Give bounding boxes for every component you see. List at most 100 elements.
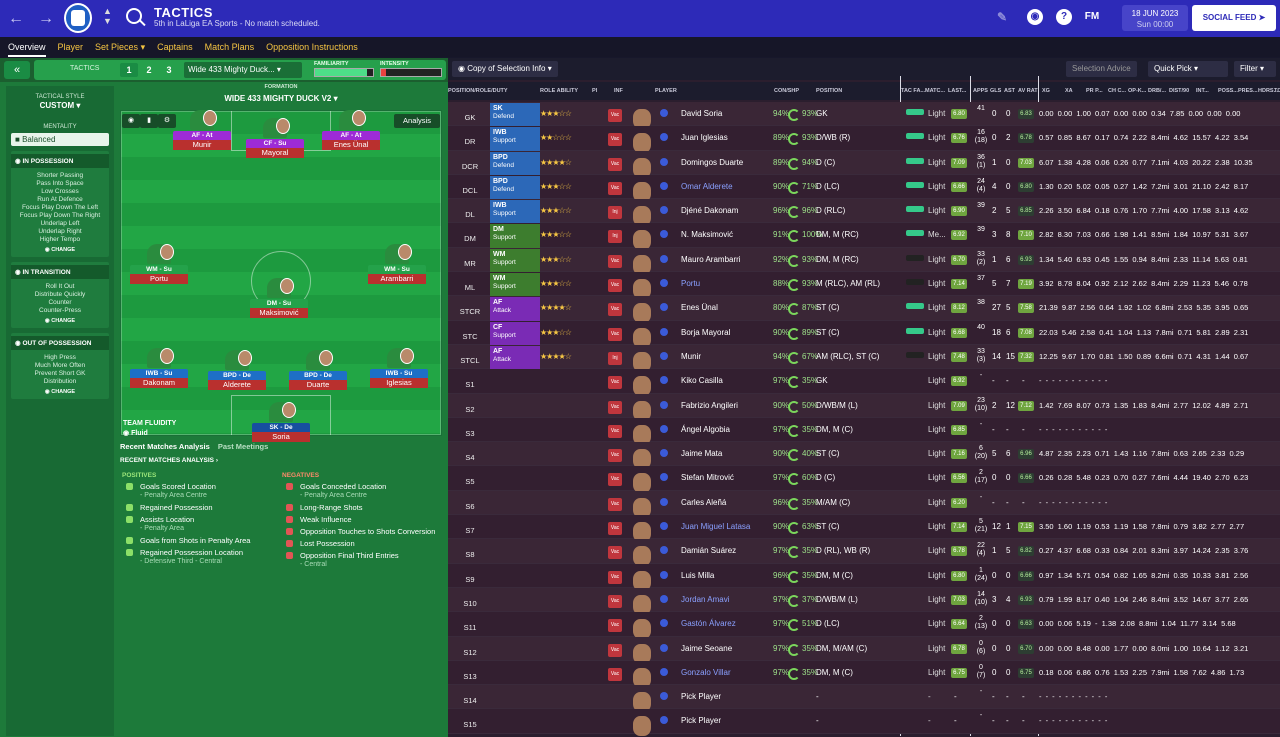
tactic-name-select[interactable]: Wide 433 Mighty Duck... ▾ [184, 62, 302, 78]
tab-match-plans[interactable]: Match Plans [204, 42, 255, 52]
up-down-icon[interactable]: ▲ ▼ [103, 6, 112, 26]
tab-captains[interactable]: Captains [157, 42, 193, 52]
role-select[interactable]: DM Support [490, 224, 540, 249]
table-row[interactable]: S10 Vac Jordan Amavi 97% 37% D/WB/M (L) Light 7… [448, 587, 1280, 615]
player-name[interactable]: Jordan Amavi [681, 594, 730, 604]
table-row[interactable]: STCR AF Attack ★★★★☆ Vac Enes Ünal 80% 87% ST (C… [448, 296, 1280, 324]
column-header[interactable]: CH C... [1108, 88, 1127, 94]
pitch-player-enes-unal[interactable]: AF - At Enes Ünal [322, 110, 380, 150]
table-row[interactable]: DCL BPD Defend ★★★☆☆ Vac Omar Alderete 90% 71% D… [448, 174, 1280, 202]
role-select[interactable]: SK Defend [490, 103, 540, 127]
role-select[interactable]: IWB Support [490, 200, 540, 225]
column-header[interactable]: DRB/... [1148, 88, 1167, 94]
player-name[interactable]: Juan Iglesias [681, 133, 728, 143]
role-select[interactable]: AF Attack [490, 345, 540, 370]
pitch-player-munir[interactable]: AF - At Munir [173, 110, 231, 150]
formation-select[interactable]: WIDE 433 MIGHTY DUCK V2 ▾ [224, 94, 338, 103]
column-header[interactable]: INT... [1196, 88, 1209, 94]
tab-overview[interactable]: Overview [8, 37, 46, 57]
table-row[interactable]: S1 Vac Kiko Casilla 97% 35% GK Light 6.92 - - - - - … [448, 369, 1280, 397]
in-possession-box[interactable]: ◉ IN POSSESSION Shorter Passing Pass Int… [11, 151, 109, 257]
column-header[interactable]: PRES... [1238, 88, 1258, 94]
table-row[interactable]: S6 Vac Carles Aleñá 96% 35% M/AM (C) Light 6.20… [448, 490, 1280, 518]
pitch-player-mayoral[interactable]: CF - Su Mayoral [246, 118, 304, 158]
player-name[interactable]: Borja Mayoral [681, 327, 731, 337]
quick-pick-button[interactable]: Quick Pick ▾ [1148, 61, 1228, 77]
globe-icon[interactable]: ◉ [1027, 9, 1043, 25]
selection-advice-button[interactable]: Selection Advice [1066, 61, 1137, 77]
copy-selection-button[interactable]: ◉ Copy of Selection Info ▾ [452, 61, 558, 77]
table-row[interactable]: S9 Vac Luis Milla 96% 35% DM, M (C) Light 6.80 1… [448, 563, 1280, 591]
table-row[interactable]: GK SK Defend ★★★☆☆ Vac David Soria 94% 93% GK Lig… [448, 102, 1280, 129]
column-header[interactable]: DIST/90 [1169, 88, 1190, 94]
table-row[interactable]: S11 Vac Gastón Álvarez 97% 51% D (LC) Light 6.6… [448, 612, 1280, 640]
column-header[interactable]: POSS... [1218, 88, 1238, 94]
column-header[interactable]: PI [592, 88, 598, 94]
player-name[interactable]: Domingos Duarte [681, 157, 744, 167]
column-header[interactable]: ROLE ABILITY [540, 88, 578, 94]
tab-recent-matches[interactable]: Recent Matches Analysis [120, 442, 210, 451]
tab-opposition-instructions[interactable]: Opposition Instructions [266, 42, 358, 52]
table-row[interactable]: S2 Vac Fabrizio Angileri 90% 50% D/WB/M (L) Li… [448, 393, 1280, 421]
column-header[interactable]: POSITION [816, 88, 843, 94]
table-row[interactable]: S4 Vac Jaime Mata 90% 40% ST (C) Light 7.16 6 (2… [448, 442, 1280, 470]
info-icon[interactable]: ◉ [122, 114, 140, 128]
table-row[interactable]: STC CF Support ★★★☆☆ Vac Borja Mayoral 90% 89% S… [448, 320, 1280, 348]
column-header[interactable]: HDRS... [1258, 88, 1279, 94]
player-name[interactable]: Omar Alderete [681, 181, 733, 191]
pitch-player-dakonam[interactable]: IWB - Su Dakonam [130, 348, 188, 388]
tab-set-pieces[interactable]: Set Pieces ▾ [95, 42, 146, 52]
back-arrow-icon[interactable]: ← [8, 9, 24, 27]
out-possession-box[interactable]: ◉ OUT OF POSSESSION High Press Much More… [11, 333, 109, 399]
change-button[interactable]: ◉ CHANGE [44, 318, 76, 324]
pitch-player-arambarri[interactable]: WM - Su Arambarri [368, 244, 426, 284]
pitch-player-iglesias[interactable]: IWB - Su Iglesias [370, 348, 428, 388]
analysis-button[interactable]: Analysis [394, 114, 440, 128]
column-header[interactable]: INF [614, 88, 623, 94]
tactic-slot-3[interactable]: 3 [166, 65, 172, 75]
pitch-player-alderete[interactable]: BPD - De Alderete [208, 350, 266, 390]
analysis-heading[interactable]: RECENT MATCHES ANALYSIS › [120, 457, 219, 464]
table-row[interactable]: S12 Vac Jaime Seoane 97% 35% DM, M/AM (C) Ligh… [448, 636, 1280, 664]
player-name[interactable]: Stefan Mitrović [681, 473, 734, 483]
column-header[interactable]: OP-K... [1128, 88, 1147, 94]
change-button[interactable]: ◉ CHANGE [44, 247, 76, 253]
table-row[interactable]: MR WM Support ★★★☆☆ Vac Mauro Arambarri 92% 93%… [448, 247, 1280, 275]
player-name[interactable]: Pick Player [681, 716, 722, 726]
column-header[interactable]: XA [1065, 88, 1073, 94]
column-header[interactable]: PR P... [1086, 88, 1103, 94]
pitch-player-maksimovic[interactable]: DM - Su Maksimović [250, 278, 308, 318]
player-name[interactable]: Munir [681, 351, 702, 361]
column-header[interactable]: POSITION/ROLE/DUTY [448, 88, 508, 94]
pitch-player-duarte[interactable]: BPD - De Duarte [289, 350, 347, 390]
table-row[interactable]: S15 Pick Player - - - - - - - - - - - - - - - - -… [448, 709, 1280, 737]
role-select[interactable]: IWB Support [490, 127, 540, 152]
player-name[interactable]: Luis Milla [681, 570, 715, 580]
pitch-player-soria[interactable]: SK - De Soria [252, 402, 310, 442]
table-row[interactable]: S8 Vac Damián Suárez 97% 35% D (RL), WB (R) Li… [448, 539, 1280, 567]
column-header[interactable]: APPS [973, 88, 988, 94]
player-name[interactable]: Kiko Casilla [681, 376, 723, 386]
table-row[interactable]: S3 Vac Ángel Algobia 97% 35% DM, M (C) Light 6.… [448, 417, 1280, 445]
player-name[interactable]: David Soria [681, 109, 723, 118]
column-header[interactable]: TAC FA... [901, 88, 926, 94]
player-name[interactable]: Mauro Arambarri [681, 254, 741, 264]
table-row[interactable]: S13 Vac Gonzalo Villar 97% 35% DM, M (C) Light… [448, 660, 1280, 688]
change-button[interactable]: ◉ CHANGE [44, 389, 76, 395]
table-row[interactable]: ML WM Support ★★★☆☆ Vac Portu 88% 93% M (RLC), A… [448, 272, 1280, 300]
table-row[interactable]: DR IWB Support ★★☆☆☆ Vac Juan Iglesias 89% 93% D… [448, 126, 1280, 154]
social-feed-button[interactable]: SOCIAL FEED ➤ [1192, 5, 1276, 31]
player-name[interactable]: N. Maksimović [681, 230, 734, 240]
column-header[interactable]: CON/SHP [774, 88, 800, 94]
player-name[interactable]: Jaime Seoane [681, 643, 733, 653]
column-header[interactable]: LAST... [948, 88, 967, 94]
mentality-select[interactable]: ■ Balanced [11, 133, 109, 146]
filter-button[interactable]: Filter ▾ [1234, 61, 1276, 77]
table-row[interactable]: S14 Pick Player - - - - - - - - - - - - - - - - -… [448, 685, 1280, 713]
player-name[interactable]: Pick Player [681, 692, 722, 702]
column-header[interactable]: PLAYER [655, 88, 677, 94]
bar-chart-icon[interactable]: ▮ [140, 114, 158, 128]
table-row[interactable]: S5 Vac Stefan Mitrović 97% 60% D (C) Light 6.56… [448, 466, 1280, 494]
column-header[interactable]: TCKW [1274, 88, 1280, 94]
player-name[interactable]: Fabrizio Angileri [681, 400, 738, 410]
